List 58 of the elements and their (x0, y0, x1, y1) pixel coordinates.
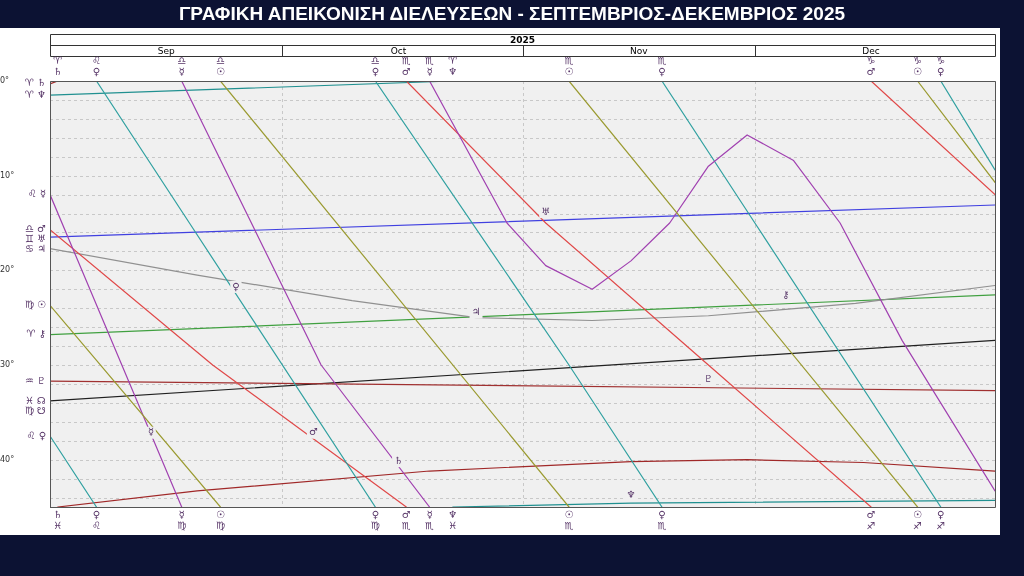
annotation: ♂ ♏ (401, 508, 411, 531)
y-tick-label: 10° (0, 170, 15, 180)
x-tick-label: Sep (157, 45, 175, 56)
annotation: ♑ ♂ (866, 54, 876, 77)
annotation: ♎ ♀ (370, 54, 380, 77)
annotation: ♆ ♓ (448, 508, 458, 531)
annotation: ♀ ♌ (91, 508, 101, 531)
annotation: ♆ (626, 488, 636, 500)
annotation: ♒ ♇ (24, 374, 46, 386)
annotation: ♏ ♀ (657, 54, 667, 77)
y-tick-label: 0° (0, 76, 10, 86)
annotation: ♍ ☋ (24, 404, 47, 416)
x-tick-label: Nov (629, 45, 649, 56)
y-tick-label: 40° (0, 454, 15, 464)
annotation: ♏ ☿ (425, 54, 435, 77)
annotation: ♋ ♃ (24, 243, 46, 255)
annotation: ♈ ⚷ (26, 328, 46, 340)
annotation: ♈ ♆ (448, 54, 458, 77)
annotation: ☉ ♍ (215, 508, 225, 531)
annotation: ♌ ☿ (27, 188, 46, 200)
annotation: ⚷ (782, 289, 790, 301)
annotation: ☿ ♍ (177, 508, 187, 531)
annotation: ♏ ♂ (401, 54, 411, 77)
annotation: ♈ ♄ (53, 54, 63, 77)
y-tick-label: 20° (0, 265, 15, 275)
annotation: ♊ ♅ (24, 233, 46, 245)
annotation: ☿ ♏ (425, 508, 435, 531)
annotation: ♈ ♆ (24, 88, 46, 100)
annotation: ♌ ♀ (91, 54, 101, 77)
x-tick-label: Dec (862, 45, 880, 56)
annotation: ♀ ♐ (936, 508, 946, 531)
annotation: ♑ ♀ (936, 54, 946, 77)
annotation: ♏ ☉ (564, 54, 574, 77)
annotation: ♂ (308, 426, 318, 438)
annotation: ♌ ♀ (26, 429, 46, 441)
annotation: ♂ ♐ (866, 508, 876, 531)
annotation: ♓ ☊ (24, 394, 47, 406)
annotation: ♈ ♄ (24, 77, 46, 89)
y-tick-label: 30° (0, 360, 15, 370)
annotation: ♅ (541, 205, 551, 217)
annotation: ♀ ♏ (657, 508, 667, 531)
annotation: ♇ (703, 373, 713, 385)
annotation: ♎ ☿ (177, 54, 187, 77)
annotation: ♑ ☉ (913, 54, 923, 77)
annotation: ♀ (232, 280, 240, 292)
chart-title: ΓΡΑΦΙΚΗ ΑΠΕΙΚΟΝΙΣΗ ΔΙΕΛΕΥΣΕΩΝ - ΣΕΠΤΕΜΒΡΙΟΣ-ΔΕΚΕΜΒΡΙΟΣ 2025 (177, 2, 847, 26)
annotation: ♎ ☉ (215, 54, 225, 77)
x-tick-label: Oct (390, 45, 407, 56)
annotation: ♃ (471, 306, 481, 318)
annotation: ♄ (394, 454, 404, 466)
annotation: ♎ ♂ (24, 223, 47, 235)
annotation: ♍ ☉ (24, 298, 47, 310)
annotation: ☿ (147, 426, 154, 438)
annotation: ♀ ♍ (370, 508, 380, 531)
annotation: ☉ ♏ (564, 508, 574, 531)
annotation: ☉ ♐ (913, 508, 923, 531)
x-axis-title: 2025 (509, 34, 536, 45)
annotation: ♄ ♓ (53, 508, 63, 531)
